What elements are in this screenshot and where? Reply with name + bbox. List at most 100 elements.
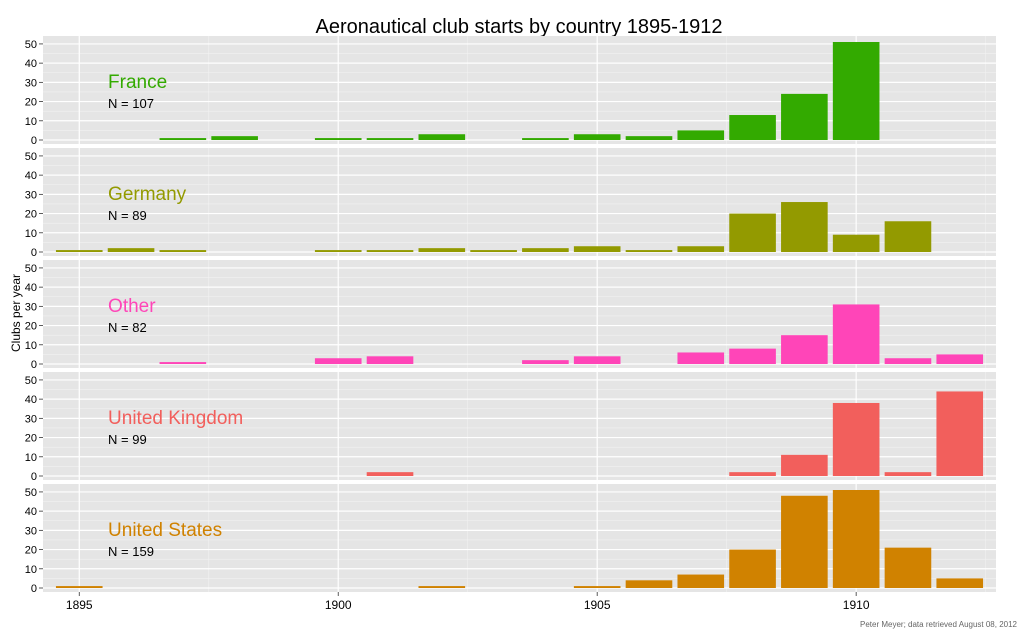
facet-panel-united-kingdom: 0 10 20 30 40 50 United Kingdom N = 99 bbox=[25, 372, 996, 483]
bar-france-1901 bbox=[366, 138, 414, 140]
bar-germany-1910 bbox=[832, 234, 880, 252]
bar-united-states-1895 bbox=[55, 586, 103, 588]
y-tick-label: 40 bbox=[25, 506, 37, 518]
bar-france-1910 bbox=[832, 42, 880, 140]
chart-title: Aeronautical club starts by country 1895… bbox=[316, 16, 723, 38]
bar-germany-1904 bbox=[522, 248, 569, 252]
y-tick-label: 40 bbox=[25, 58, 37, 70]
x-tick-label: 1905 bbox=[584, 598, 611, 612]
y-tick-label: 50 bbox=[25, 151, 37, 163]
y-tick-label: 20 bbox=[25, 209, 37, 221]
bar-germany-1909 bbox=[781, 202, 828, 252]
series-count-label: N = 82 bbox=[108, 320, 147, 335]
y-tick-label: 30 bbox=[25, 413, 37, 425]
series-count-label: N = 99 bbox=[108, 432, 147, 447]
facet-panels: 0 10 20 30 40 50 France N = 107 0 10 20 30 40 50 Germa… bbox=[25, 36, 996, 595]
bar-other-1901 bbox=[366, 356, 414, 364]
bar-united-states-1905 bbox=[573, 586, 621, 588]
series-name-label: United Kingdom bbox=[108, 408, 243, 429]
y-tick-label: 10 bbox=[25, 452, 37, 464]
bar-germany-1900 bbox=[314, 250, 362, 252]
series-count-label: N = 107 bbox=[108, 96, 154, 111]
bar-france-1897 bbox=[159, 138, 207, 140]
bar-france-1907 bbox=[677, 130, 725, 140]
y-tick-label: 10 bbox=[25, 228, 37, 240]
bar-united-states-1908 bbox=[729, 549, 776, 588]
bar-united-kingdom-1909 bbox=[781, 454, 828, 476]
bar-france-1908 bbox=[729, 115, 776, 140]
y-tick-label: 30 bbox=[25, 301, 37, 313]
bar-united-kingdom-1910 bbox=[832, 402, 880, 476]
bar-other-1900 bbox=[314, 358, 362, 364]
bar-united-states-1907 bbox=[677, 574, 725, 588]
y-tick-label: 20 bbox=[25, 545, 37, 557]
bar-united-kingdom-1911 bbox=[884, 472, 932, 476]
bar-germany-1897 bbox=[159, 250, 207, 252]
y-tick-label: 30 bbox=[25, 77, 37, 89]
bar-other-1908 bbox=[729, 348, 776, 364]
facet-panel-germany: 0 10 20 30 40 50 Germany N = 89 bbox=[25, 148, 996, 259]
bar-united-states-1910 bbox=[832, 490, 880, 588]
y-tick-label: 50 bbox=[25, 39, 37, 51]
y-tick-label: 30 bbox=[25, 189, 37, 201]
y-tick-label: 20 bbox=[25, 321, 37, 333]
bar-other-1909 bbox=[781, 335, 828, 364]
bar-united-kingdom-1912 bbox=[936, 391, 984, 476]
y-tick-label: 50 bbox=[25, 487, 37, 499]
y-tick-label: 40 bbox=[25, 170, 37, 182]
bar-united-states-1911 bbox=[884, 547, 932, 588]
bar-united-states-1909 bbox=[781, 495, 828, 588]
series-count-label: N = 89 bbox=[108, 208, 147, 223]
series-name-label: Other bbox=[108, 296, 156, 317]
bar-other-1897 bbox=[159, 362, 207, 364]
bar-other-1907 bbox=[677, 352, 725, 364]
bar-germany-1902 bbox=[418, 248, 466, 252]
bar-germany-1901 bbox=[366, 250, 414, 252]
series-name-label: Germany bbox=[108, 184, 187, 205]
source-caption: Peter Meyer; data retrieved August 08, 2… bbox=[860, 620, 1018, 629]
series-count-label: N = 159 bbox=[108, 544, 154, 559]
bar-germany-1895 bbox=[55, 250, 103, 252]
bar-united-kingdom-1901 bbox=[366, 472, 414, 476]
y-axis-label: Clubs per year bbox=[9, 274, 23, 352]
x-tick-label: 1910 bbox=[843, 598, 870, 612]
y-tick-label: 50 bbox=[25, 263, 37, 275]
y-tick-label: 40 bbox=[25, 282, 37, 294]
bar-united-states-1902 bbox=[418, 586, 466, 588]
bar-other-1904 bbox=[522, 360, 569, 364]
bar-united-states-1906 bbox=[625, 580, 673, 588]
bar-united-kingdom-1908 bbox=[729, 472, 776, 476]
y-tick-label: 20 bbox=[25, 433, 37, 445]
bar-france-1906 bbox=[625, 136, 673, 140]
bar-france-1905 bbox=[573, 134, 621, 140]
bar-germany-1906 bbox=[625, 250, 673, 252]
bar-france-1902 bbox=[418, 134, 466, 140]
bar-france-1898 bbox=[211, 136, 258, 140]
y-tick-label: 10 bbox=[25, 340, 37, 352]
y-tick-label: 10 bbox=[25, 564, 37, 576]
bar-germany-1911 bbox=[884, 221, 932, 252]
facet-panel-other: 0 10 20 30 40 50 Other N = 82 bbox=[25, 260, 996, 371]
x-tick-label: 1895 bbox=[66, 598, 93, 612]
bar-other-1911 bbox=[884, 358, 932, 364]
bar-germany-1908 bbox=[729, 213, 776, 252]
bar-united-states-1912 bbox=[936, 578, 984, 588]
series-name-label: France bbox=[108, 72, 167, 93]
x-tick-label: 1900 bbox=[325, 598, 352, 612]
y-tick-label: 0 bbox=[31, 583, 37, 595]
bar-other-1905 bbox=[573, 356, 621, 364]
bar-france-1900 bbox=[314, 138, 362, 140]
facet-panel-france: 0 10 20 30 40 50 France N = 107 bbox=[25, 36, 996, 147]
bar-other-1910 bbox=[832, 304, 880, 364]
y-tick-label: 40 bbox=[25, 394, 37, 406]
bar-germany-1905 bbox=[573, 246, 621, 252]
bar-france-1904 bbox=[522, 138, 569, 140]
y-tick-label: 0 bbox=[31, 471, 37, 483]
y-tick-label: 10 bbox=[25, 116, 37, 128]
y-tick-label: 30 bbox=[25, 525, 37, 537]
series-name-label: United States bbox=[108, 520, 222, 541]
y-tick-label: 0 bbox=[31, 135, 37, 147]
bar-germany-1907 bbox=[677, 246, 725, 252]
y-tick-label: 0 bbox=[31, 247, 37, 259]
